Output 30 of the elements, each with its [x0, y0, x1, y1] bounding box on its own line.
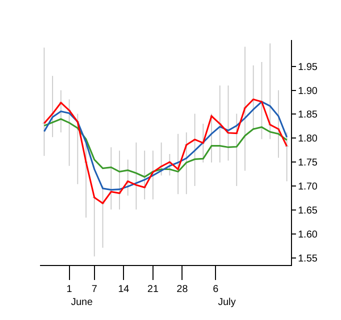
candlestick [168, 153, 172, 176]
candlestick [84, 142, 88, 218]
line-series [43, 118, 288, 178]
y-tick-label: 1.75 [298, 158, 318, 169]
y-tick-label: 1.85 [298, 110, 318, 121]
candlestick [75, 113, 80, 185]
candlestick [159, 142, 164, 176]
y-tick-label: 1.65 [298, 205, 318, 216]
candlestick [209, 113, 214, 164]
candlestick [284, 132, 289, 182]
x-tick-label: 1 [66, 284, 72, 295]
candlestick [67, 98, 72, 166]
text: July [218, 297, 236, 308]
candlestick [42, 47, 46, 156]
candlestick [242, 46, 248, 172]
text: June [71, 297, 94, 308]
candlestick [184, 132, 189, 195]
candlestick [92, 195, 97, 257]
x-tick-label: 21 [147, 284, 159, 295]
x-tick-label: 14 [118, 284, 130, 295]
y-tick-label: 1.60 [298, 229, 318, 240]
y-tick-label: 1.70 [298, 182, 318, 193]
y-tick-label: 1.80 [298, 134, 318, 145]
x-tick-label: 7 [92, 284, 98, 295]
y-tick-label: 1.95 [298, 62, 318, 73]
x-tick-label: 28 [176, 284, 188, 295]
x-tick-label: 6 [212, 284, 219, 295]
y-tick-label: 1.90 [298, 86, 318, 97]
candlestick [218, 84, 222, 164]
y-tick-label: 1.55 [298, 253, 318, 264]
